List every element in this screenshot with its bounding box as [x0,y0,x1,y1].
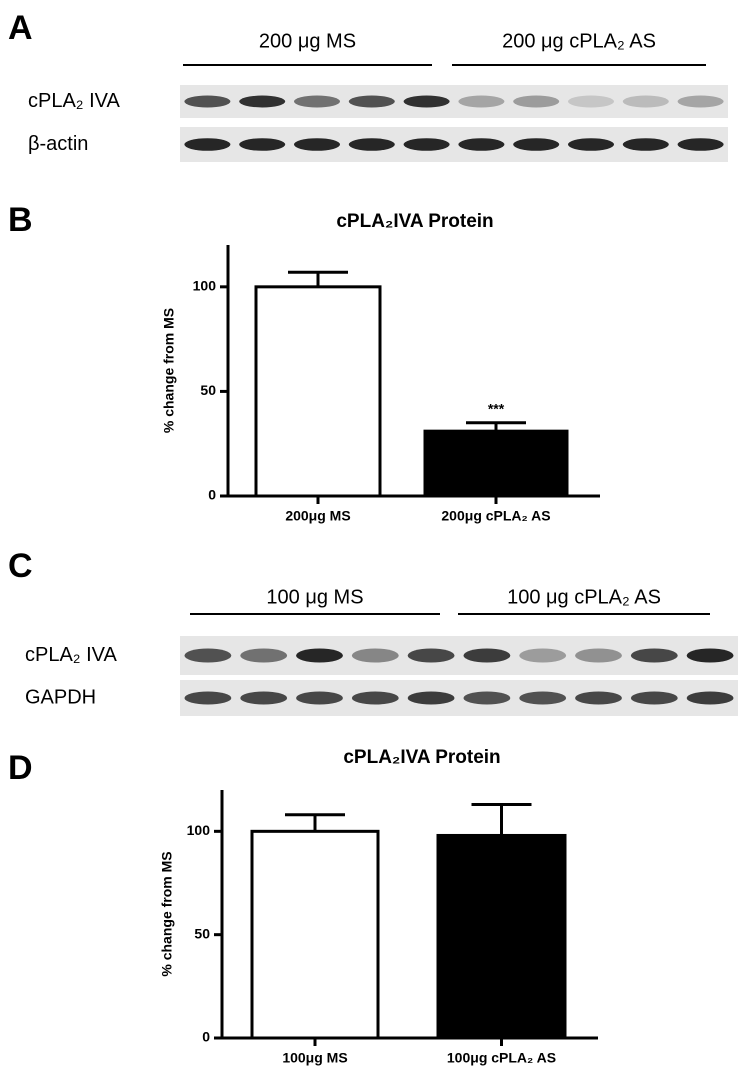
significance: *** [488,400,505,416]
band [293,95,341,108]
band [240,691,288,705]
band [575,691,622,705]
group-label: 200 μg MS [259,30,356,52]
band [630,648,678,663]
y-axis-label: % change from MS [159,851,175,976]
band [239,95,286,108]
band [677,95,724,108]
band [513,95,560,108]
band [296,648,343,663]
y-tick-label: 0 [208,487,216,503]
bar [423,429,569,498]
band [239,138,286,151]
row-label: cPLA₂ IVA [28,90,121,112]
band [184,691,232,705]
x-tick-label: 200μg cPLA₂ AS [441,508,550,524]
band [677,138,724,151]
band [407,691,455,705]
band [240,648,288,663]
y-tick-label: 50 [200,382,216,398]
band [403,95,450,108]
y-tick-label: 100 [187,822,211,838]
band [686,648,734,663]
band [458,138,505,151]
row-label: GAPDH [25,686,96,708]
y-axis-label: % change from MS [161,308,177,433]
row-label: β-actin [28,133,88,155]
band [348,138,395,151]
bar [250,829,380,1040]
bar [436,833,567,1040]
band [351,691,399,705]
band [296,691,343,705]
band [630,691,678,705]
panel-label: D [8,749,33,787]
band [184,138,231,151]
band [184,95,231,108]
x-tick-label: 100μg cPLA₂ AS [447,1050,556,1066]
band [351,648,399,663]
group-label: 100 μg cPLA₂ AS [507,586,661,608]
band [463,691,511,705]
group-label: 100 μg MS [266,586,363,608]
band [513,138,560,151]
row-label: cPLA₂ IVA [25,644,118,666]
bar [254,285,382,498]
panel-label: A [8,9,33,47]
group-label: 200 μg cPLA₂ AS [502,30,656,52]
y-tick-label: 0 [202,1029,210,1045]
band [463,648,511,663]
band [575,648,622,663]
chart-title: cPLA₂IVA Protein [336,211,493,232]
band [184,648,232,663]
y-tick-label: 100 [193,278,217,294]
band [458,95,505,108]
chart-title: cPLA₂IVA Protein [343,747,500,768]
band [348,95,395,108]
band [622,95,669,108]
panel-label: B [8,201,33,239]
band [519,691,567,705]
band [407,648,455,663]
x-tick-label: 100μg MS [282,1050,347,1066]
x-tick-label: 200μg MS [285,508,350,524]
band [622,138,669,151]
band [293,138,341,151]
band [686,691,734,705]
band [567,95,615,108]
panel-label: C [8,547,33,585]
y-tick-label: 50 [194,925,210,941]
band [567,138,615,151]
band [403,138,450,151]
band [519,648,567,663]
